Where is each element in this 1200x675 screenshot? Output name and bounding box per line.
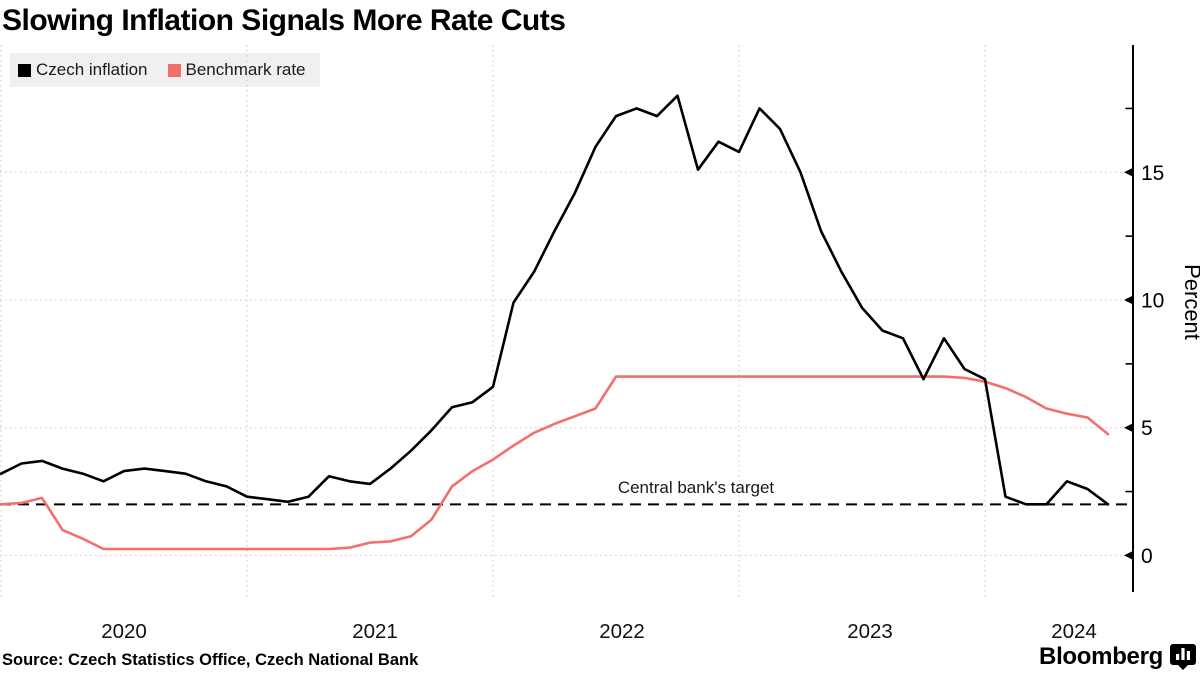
target-line-label: Central bank's target xyxy=(618,478,775,497)
y-axis-tick-label-10: 10 xyxy=(1141,290,1164,313)
x-axis-label-2022: 2022 xyxy=(599,620,645,643)
legend-label-benchmark-rate: Benchmark rate xyxy=(185,60,306,79)
source-attribution: Source: Czech Statistics Office, Czech N… xyxy=(2,651,419,669)
legend-item-benchmark-rate: Benchmark rate xyxy=(167,60,306,80)
x-axis-label-2021: 2021 xyxy=(352,620,398,643)
y-axis-major-tick-5 xyxy=(1124,423,1133,433)
y-axis-tick-label-15: 15 xyxy=(1141,162,1164,185)
y-axis-title: Percent xyxy=(1180,264,1200,340)
bloomberg-logo: Bloomberg xyxy=(1039,643,1196,671)
x-axis-label-2020: 2020 xyxy=(101,620,147,643)
bloomberg-chart-icon xyxy=(1170,644,1196,670)
x-axis-label-2024: 2024 xyxy=(1051,620,1097,643)
series-line-benchmark-rate xyxy=(0,375,1110,551)
y-axis-major-tick-10 xyxy=(1124,295,1133,305)
x-axis-label-2023: 2023 xyxy=(847,620,893,643)
y-axis-tick-label-0: 0 xyxy=(1141,545,1153,568)
y-axis-major-tick-0 xyxy=(1124,550,1133,560)
chart-title: Slowing Inflation Signals More Rate Cuts xyxy=(2,4,566,37)
series-line-czech-inflation xyxy=(0,94,1110,506)
y-axis-tick-label-5: 5 xyxy=(1141,417,1153,440)
bloomberg-wordmark: Bloomberg xyxy=(1039,643,1163,670)
legend-label-czech-inflation: Czech inflation xyxy=(36,60,148,79)
y-axis-major-tick-15 xyxy=(1124,167,1133,177)
legend-swatch-benchmark-rate xyxy=(167,63,181,77)
chart-legend: Czech inflation Benchmark rate xyxy=(10,53,320,87)
legend-item-czech-inflation: Czech inflation xyxy=(18,60,148,80)
legend-swatch-czech-inflation xyxy=(18,63,31,77)
